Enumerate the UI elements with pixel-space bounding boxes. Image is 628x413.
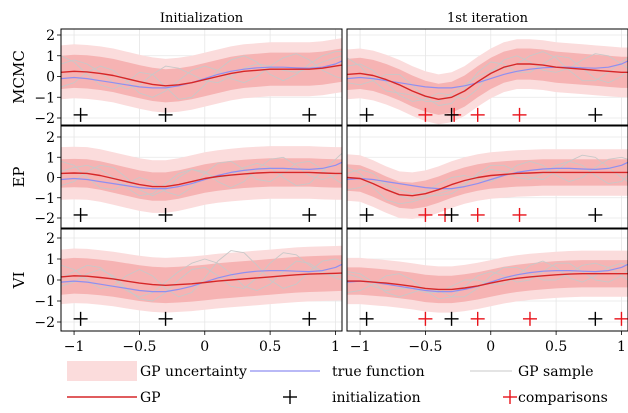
gp-sample-line: [347, 51, 628, 102]
gp-sample-line: [347, 262, 628, 298]
subplot-vi-initialization: −2 −1 0 1 2 −1 −0.5 0 0.5 1: [34, 228, 343, 355]
row-labels: MCMC EP VI: [10, 50, 28, 289]
gp-sample-line: [347, 156, 628, 195]
legend-swatch: [67, 361, 137, 381]
legend-item-mean: GP: [67, 390, 161, 406]
legend: GP uncertainty true function GP sample GP in…: [67, 361, 608, 406]
uncertainty-band-inner: [61, 48, 342, 103]
row-label: EP: [10, 166, 28, 187]
subplot-ep-initialization: −2 −1 0 1 2: [34, 125, 343, 229]
y-tick-label: 0: [46, 171, 55, 187]
x-tick-label: −0.5: [122, 339, 156, 355]
axes-frame: [346, 228, 628, 332]
legend-label: initialization: [332, 390, 421, 406]
row-label: VI: [10, 272, 28, 290]
y-tick-label: −1: [34, 294, 55, 310]
true-function-line: [347, 263, 628, 293]
axes-frame: [60, 125, 343, 229]
legend-item-init: initialization: [283, 390, 421, 406]
subplot-ep-iteration: [346, 125, 628, 229]
axes-frame: [60, 28, 343, 126]
x-tick-label: 0.5: [545, 339, 567, 355]
legend-label: GP sample: [518, 364, 594, 380]
legend-label: comparisons: [518, 390, 608, 406]
legend-label: GP uncertainty: [140, 364, 247, 380]
legend-item-comp: comparisons: [503, 390, 608, 406]
true-function-line: [61, 161, 342, 190]
x-tick-label: 0: [200, 339, 209, 355]
gp-mean-line: [61, 171, 342, 188]
x-tick-label: 1: [331, 339, 340, 355]
uncertainty-band-inner: [347, 159, 628, 209]
gp-mean-line: [347, 171, 628, 197]
y-tick-label: −1: [34, 191, 55, 207]
uncertainty-band-inner: [61, 255, 342, 304]
column-titles: Initialization 1st iteration: [160, 11, 529, 26]
gp-sample-line: [61, 250, 342, 298]
axes-frame: [346, 28, 628, 126]
y-tick-label: 2: [46, 130, 55, 146]
axes-frame: [346, 125, 628, 229]
y-tick-label: 0: [46, 70, 55, 86]
true-function-line: [347, 161, 628, 190]
column-title: Initialization: [160, 11, 244, 26]
row-label: MCMC: [10, 50, 28, 104]
legend-item-band: GP uncertainty: [67, 361, 247, 381]
gp-sample-line: [61, 258, 342, 298]
y-tick-label: 0: [46, 273, 55, 289]
gp-sample-line: [61, 51, 342, 100]
gp-sample-line: [61, 53, 342, 98]
gp-mean-line: [61, 64, 342, 87]
gp-mean-line: [61, 272, 342, 286]
x-tick-label: −0.5: [408, 339, 442, 355]
gp-sample-line: [347, 260, 628, 294]
gp-sample-line: [347, 55, 628, 106]
y-tick-label: 1: [46, 49, 55, 65]
y-tick-label: −1: [34, 90, 55, 106]
legend-label: true function: [332, 364, 425, 380]
y-tick-label: −2: [34, 315, 55, 331]
subplot-mcmc-initialization: −2 −1 0 1 2: [34, 28, 343, 127]
x-tick-label: −1: [64, 339, 85, 355]
gp-mean-line: [347, 63, 628, 100]
subplot-vi-iteration: −1 −0.5 0 0.5 1: [346, 228, 628, 355]
y-tick-label: 2: [46, 28, 55, 44]
x-tick-label: 1: [617, 339, 626, 355]
gp-sample-line: [347, 53, 628, 102]
y-tick-label: −2: [34, 211, 55, 227]
true-function-line: [61, 60, 342, 89]
legend-item-true: true function: [250, 364, 425, 380]
subplot-grid: −2 −1 0 1 2 −2 −1 0 1 2 −2 −1 0 1 2 −1 −0.5 0 0.5 1 −1 −0.5 0 0…: [34, 28, 628, 355]
y-tick-label: −2: [34, 111, 55, 127]
x-tick-label: 0: [486, 339, 495, 355]
gp-mean-line: [347, 273, 628, 291]
x-tick-label: 0.5: [259, 339, 281, 355]
gp-sample-line: [61, 252, 342, 302]
column-title: 1st iteration: [447, 11, 529, 26]
x-tick-label: −1: [350, 339, 371, 355]
uncertainty-band-inner: [347, 48, 628, 115]
legend-label: GP: [140, 390, 161, 406]
y-tick-label: 2: [46, 231, 55, 247]
legend-item-sample: GP sample: [470, 364, 594, 380]
y-tick-label: 1: [46, 150, 55, 166]
true-function-line: [347, 60, 628, 89]
gp-sample-line: [61, 152, 342, 197]
y-tick-label: 1: [46, 252, 55, 268]
subplot-mcmc-iteration: [346, 28, 628, 126]
